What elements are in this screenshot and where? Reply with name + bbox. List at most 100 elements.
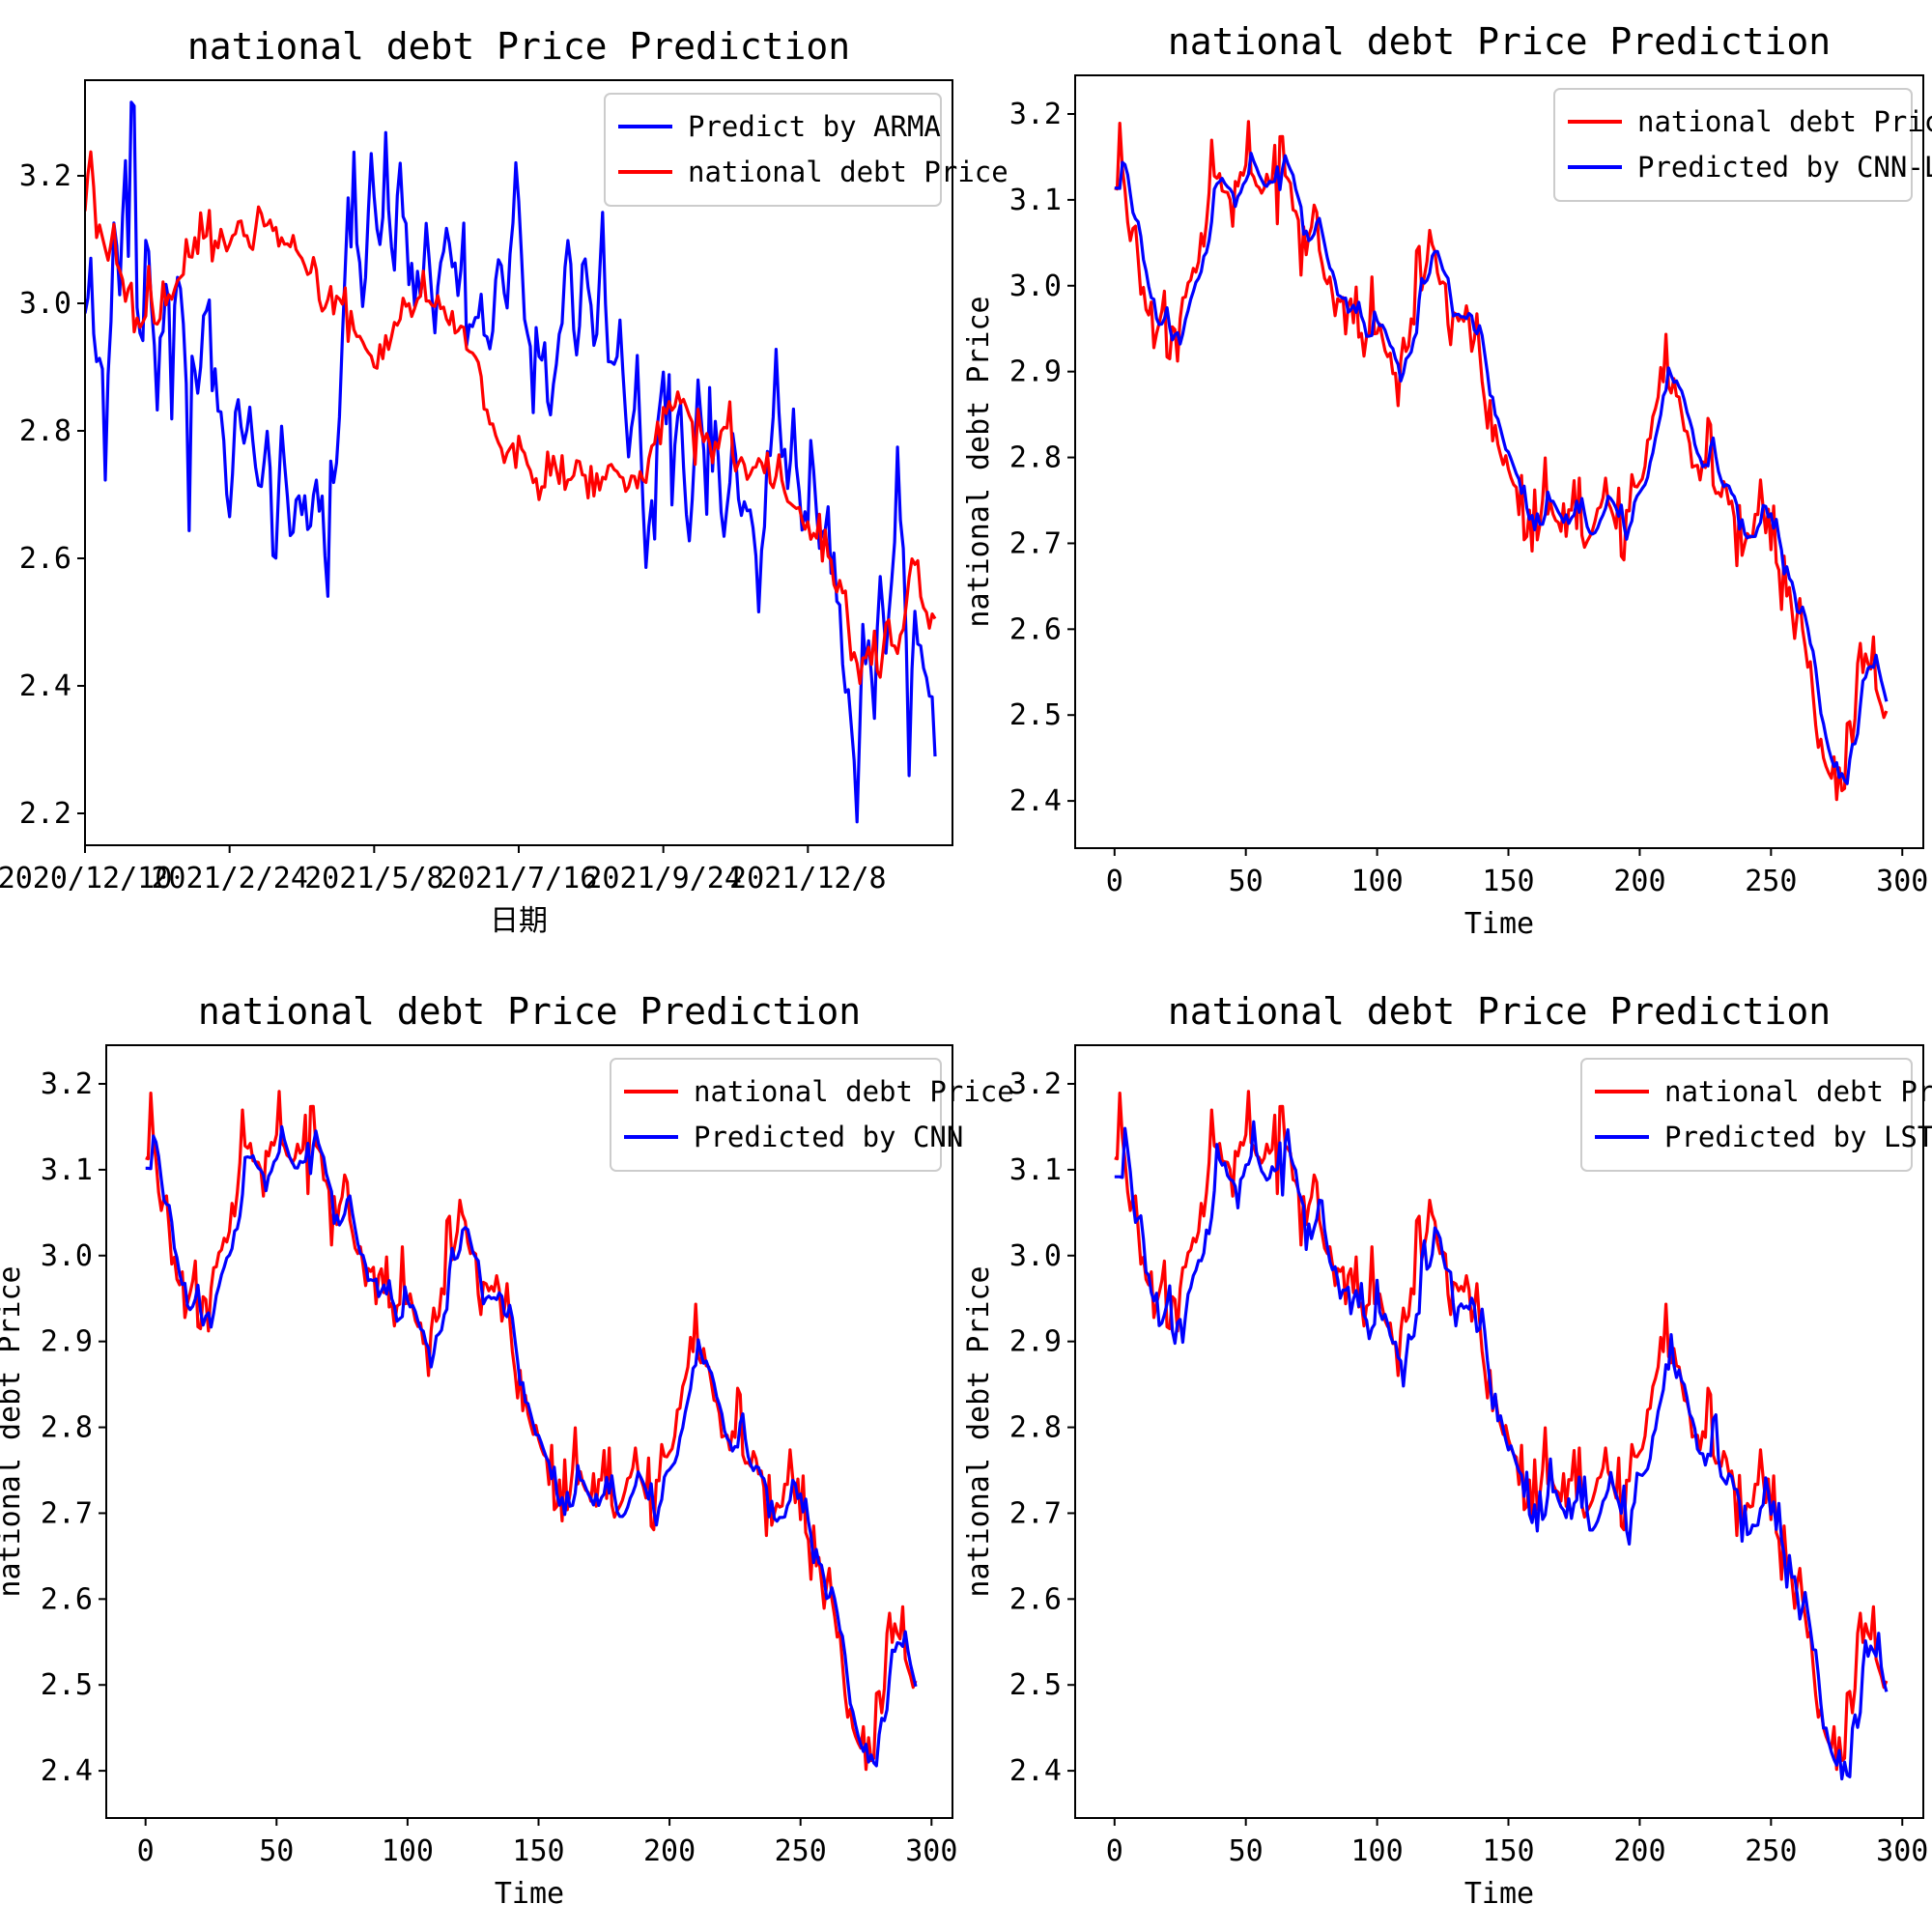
legend-label: national debt Price: [694, 1075, 1014, 1108]
x-tick-label: 200: [1613, 1834, 1665, 1868]
series-line-national-debt-price: [85, 150, 937, 686]
legend-label: national debt Price: [1637, 105, 1932, 138]
x-axis-label: Time: [495, 1877, 564, 1911]
x-tick-label: 2020/12/10: [0, 862, 172, 895]
x-tick-label: 50: [1229, 1834, 1264, 1868]
series-line-national-debt-price: [1114, 1090, 1889, 1772]
x-tick-label: 250: [775, 1834, 827, 1868]
chart-title: national debt Price Prediction: [1168, 990, 1831, 1033]
series-line-national-debt-price: [145, 1090, 918, 1772]
legend-label: Predicted by CNN-LSTM: [1637, 151, 1932, 184]
y-tick-label: 3.1: [1009, 184, 1062, 217]
y-tick-label: 3.2: [1009, 98, 1062, 131]
y-tick-label: 2.2: [19, 797, 71, 831]
x-tick-label: 100: [1351, 1834, 1404, 1868]
x-tick-label: 0: [137, 1834, 155, 1868]
x-tick-label: 2021/5/8: [304, 862, 444, 895]
x-tick-label: 50: [1229, 865, 1264, 898]
y-tick-label: 3.1: [1009, 1153, 1062, 1187]
y-tick-label: 2.9: [1009, 355, 1062, 389]
y-tick-label: 2.6: [1009, 1582, 1062, 1616]
legend-label: national debt Price: [1664, 1075, 1932, 1108]
legend-box: [1580, 1058, 1913, 1172]
chart-title: national debt Price Prediction: [198, 990, 861, 1033]
x-tick-label: 150: [1482, 1834, 1534, 1868]
x-tick-label: 0: [1106, 1834, 1123, 1868]
y-tick-label: 2.6: [41, 1582, 93, 1616]
y-tick-label: 3.2: [41, 1067, 93, 1101]
y-tick-label: 3.1: [41, 1153, 93, 1187]
legend: national debt Price Predicted by CNN-LSTM: [1553, 88, 1932, 202]
x-axis-label: Time: [1464, 1877, 1534, 1911]
y-axis-label: national debt Price: [0, 1265, 27, 1597]
y-tick-label: 2.4: [19, 669, 71, 703]
x-tick-label: 100: [382, 1834, 434, 1868]
x-tick-label: 2021/12/8: [729, 862, 887, 895]
y-tick-label: 2.5: [41, 1668, 93, 1702]
y-tick-label: 2.7: [1009, 1496, 1062, 1530]
y-axis-label: national debt Price: [962, 1265, 996, 1597]
y-tick-label: 2.6: [19, 542, 71, 576]
lstm-prediction-chart: national debt Price Prediction 2.4 2.5 2.6 2…: [962, 990, 1932, 1911]
y-tick-label: 3.2: [1009, 1067, 1062, 1101]
cnn-lstm-prediction-chart: national debt Price Prediction 2.4 2.5 2.6 2…: [962, 20, 1932, 941]
x-tick-label: 2021/2/24: [151, 862, 308, 895]
legend-label: national debt Price: [688, 156, 1009, 188]
y-tick-label: 2.8: [1009, 441, 1062, 475]
x-tick-label: 300: [905, 1834, 957, 1868]
y-tick-label: 2.7: [41, 1496, 93, 1530]
chart-title: national debt Price Prediction: [187, 25, 850, 68]
x-tick-label: 200: [643, 1834, 696, 1868]
legend-box: [604, 93, 942, 207]
x-tick-label: 150: [1482, 865, 1534, 898]
y-tick-label: 3.2: [19, 159, 71, 193]
x-tick-label: 200: [1613, 865, 1665, 898]
x-tick-label: 300: [1876, 1834, 1928, 1868]
plot-frame: [105, 1044, 953, 1819]
legend: national debt Price Predicted by CNN: [610, 1058, 1014, 1172]
y-tick-label: 3.0: [41, 1239, 93, 1273]
y-tick-label: 2.5: [1009, 698, 1062, 732]
x-tick-label: 2021/7/16: [440, 862, 598, 895]
y-tick-label: 2.5: [1009, 1668, 1062, 1702]
legend-box: [1553, 88, 1913, 202]
y-tick-label: 2.8: [41, 1411, 93, 1445]
chart-title: national debt Price Prediction: [1168, 20, 1831, 63]
x-tick-label: 100: [1351, 865, 1404, 898]
y-tick-label: 2.4: [1009, 1754, 1062, 1788]
y-tick-label: 2.8: [1009, 1411, 1062, 1445]
y-tick-label: 2.8: [19, 414, 71, 448]
series-line-predicted-by-cnn: [145, 1124, 918, 1768]
legend-label: Predicted by CNN: [694, 1121, 963, 1153]
y-tick-label: 2.4: [1009, 784, 1062, 818]
x-tick-label: 0: [1106, 865, 1123, 898]
y-tick-label: 2.9: [1009, 1325, 1062, 1359]
y-tick-label: 3.0: [1009, 1239, 1062, 1273]
legend: Predict by ARMA national debt Price: [604, 93, 1009, 207]
x-axis-label: Time: [1464, 907, 1534, 941]
series-line-predicted-by-cnn-lstm: [1114, 152, 1889, 785]
series-line-predict-by-arma: [85, 100, 937, 824]
x-tick-label: 250: [1745, 1834, 1797, 1868]
x-tick-label: 300: [1876, 865, 1928, 898]
legend-box: [610, 1058, 942, 1172]
series-line-predicted-by-lstm: [1114, 1120, 1889, 1781]
series-line-national-debt-price: [1114, 120, 1889, 802]
plot-frame: [1074, 1044, 1924, 1819]
legend-label: Predict by ARMA: [688, 110, 941, 143]
x-axis-label: 日期: [490, 904, 548, 938]
y-tick-label: 2.9: [41, 1325, 93, 1359]
y-tick-label: 2.6: [1009, 612, 1062, 646]
y-tick-label: 3.0: [19, 287, 71, 321]
y-tick-label: 3.0: [1009, 270, 1062, 303]
x-tick-label: 2021/9/24: [584, 862, 742, 895]
arma-prediction-chart: national debt Price Prediction 2.2 2.4 2.6 2…: [0, 25, 1009, 938]
x-tick-label: 250: [1745, 865, 1797, 898]
x-tick-label: 150: [512, 1834, 564, 1868]
y-tick-label: 2.4: [41, 1754, 93, 1788]
legend-label: Predicted by LSTM: [1664, 1121, 1932, 1153]
y-tick-label: 2.7: [1009, 526, 1062, 560]
cnn-prediction-chart: national debt Price Prediction 2.4 2.5 2.6 2…: [0, 990, 1014, 1911]
plot-frame: [1074, 74, 1924, 849]
